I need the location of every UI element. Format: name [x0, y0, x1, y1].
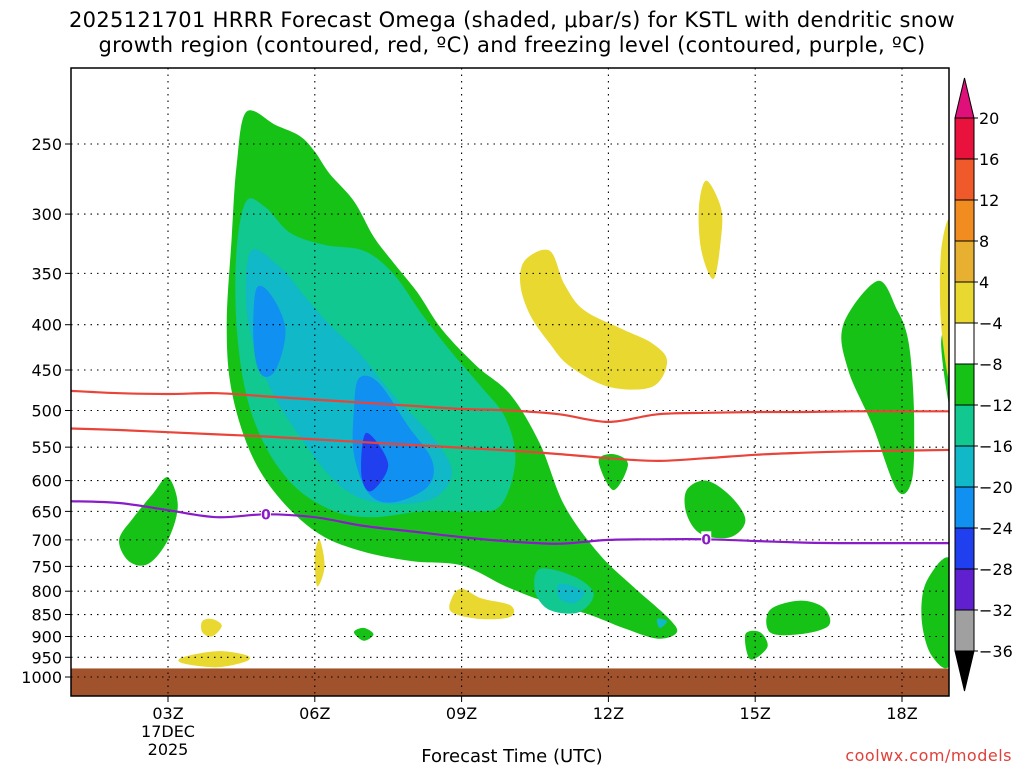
omega-region-15	[744, 630, 768, 660]
xtick-label-09Z: 09Z	[446, 704, 477, 723]
colorbar-swatch-grey	[954, 609, 975, 652]
omega-region-25	[353, 627, 374, 641]
ytick-label-250: 250	[31, 135, 62, 154]
contour-line-2	[71, 427, 949, 463]
colorbar-swatch-10	[954, 486, 975, 529]
colorbar-swatch-11	[954, 527, 975, 570]
colorbar-swatch-2	[954, 158, 975, 201]
ytick-label-600: 600	[31, 472, 62, 491]
omega-region-13	[841, 280, 915, 495]
colorbar-label-11: −24	[979, 519, 1013, 538]
ytick-label-300: 300	[31, 205, 62, 224]
omega-region-4	[253, 285, 286, 377]
colorbar-label-10: −20	[979, 478, 1013, 497]
ytick-label-450: 450	[31, 361, 62, 380]
omega-region-22	[449, 588, 515, 620]
colorbar-label-3: 12	[979, 191, 999, 210]
colorbar-label-6: −4	[979, 314, 1003, 333]
colorbar-label-2: 16	[979, 150, 999, 169]
omega-region-20	[939, 219, 949, 380]
xtick-label-12Z: 12Z	[593, 704, 624, 723]
colorbar-swatch-12	[954, 568, 975, 611]
colorbar-swatch-5	[954, 281, 975, 324]
omega-region-11	[598, 453, 628, 491]
omega-region-23	[201, 618, 222, 637]
colorbar-label-7: −8	[979, 355, 1003, 374]
omega-region-18	[520, 249, 668, 390]
ytick-label-550: 550	[31, 438, 62, 457]
xtick-label-18Z: 18Z	[886, 704, 917, 723]
colorbar-label-1: 20	[979, 109, 999, 128]
colorbar-label-4: 8	[979, 232, 989, 251]
contour-label-freezing: 0	[701, 532, 711, 548]
omega-region-6	[361, 432, 389, 492]
colorbar-label-13: −32	[979, 601, 1013, 620]
ytick-label-700: 700	[31, 531, 62, 550]
contour-label-freezing: 0	[261, 507, 271, 523]
colorbar-label-14: −36	[979, 642, 1013, 661]
colorbar-bottom-arrow	[954, 650, 975, 692]
chart-title-line1: 2025121701 HRRR Forecast Omega (shaded, …	[69, 8, 955, 32]
omega-region-21	[314, 539, 325, 587]
omega-region-16	[921, 557, 949, 669]
ytick-label-400: 400	[31, 316, 62, 335]
plot-frame	[70, 67, 950, 697]
ytick-label-750: 750	[31, 557, 62, 576]
colorbar-label-12: −28	[979, 560, 1013, 579]
omega-region-10	[119, 477, 178, 566]
ytick-label-500: 500	[31, 402, 62, 421]
ytick-label-350: 350	[31, 264, 62, 283]
colorbar-top-arrow	[954, 77, 975, 119]
colorbar-label-5: 4	[979, 273, 989, 292]
credit-link[interactable]: coolwx.com/models	[845, 746, 1012, 765]
ytick-label-800: 800	[31, 582, 62, 601]
colorbar-label-9: −16	[979, 437, 1013, 456]
colorbar-swatch-1	[954, 117, 975, 160]
colorbar-swatch-7	[954, 363, 975, 406]
xtick-label-15Z: 15Z	[740, 704, 771, 723]
ytick-label-1000: 1000	[21, 668, 62, 687]
ytick-label-850: 850	[31, 606, 62, 625]
ytick-label-900: 900	[31, 627, 62, 646]
omega-region-8	[556, 583, 585, 604]
colorbar-swatch-3	[954, 199, 975, 242]
contour-label-bg	[701, 531, 712, 548]
omega-region-9	[656, 618, 668, 628]
omega-region-24	[178, 651, 250, 668]
colorbar-swatch-9	[954, 445, 975, 488]
plot-area	[71, 68, 949, 696]
ytick-label-950: 950	[31, 648, 62, 667]
ytick-label-650: 650	[31, 502, 62, 521]
contour-line-3	[71, 500, 949, 545]
omega-region-14	[766, 600, 831, 636]
date-label-year: 2025	[148, 740, 189, 759]
omega-region-19	[698, 180, 723, 279]
x-axis-label: Forecast Time (UTC)	[421, 746, 603, 767]
contour-label-bg	[260, 506, 271, 523]
colorbar-swatch-6	[954, 322, 975, 365]
xtick-label-03Z: 03Z	[152, 704, 183, 723]
colorbar-label-8: −12	[979, 396, 1013, 415]
omega-region-12	[684, 480, 746, 539]
colorbar-swatch-8	[954, 404, 975, 447]
colorbar-swatch-4	[954, 240, 975, 283]
ground-surface	[71, 668, 949, 696]
xtick-label-06Z: 06Z	[299, 704, 330, 723]
contour-line-1	[71, 389, 949, 424]
date-label-day: 17DEC	[141, 722, 195, 741]
chart-title-line2: growth region (contoured, red, ºC) and f…	[98, 33, 926, 57]
